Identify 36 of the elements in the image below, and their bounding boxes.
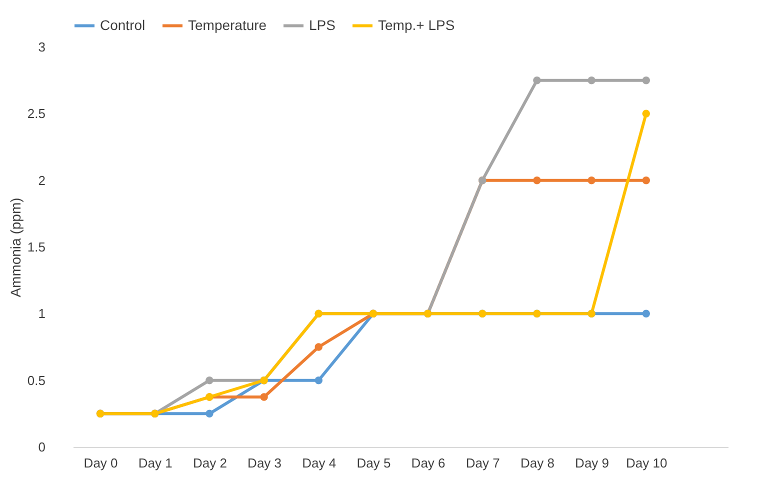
x-tick-label: Day 7 [466, 456, 500, 470]
x-tick-label: Day 3 [248, 456, 282, 470]
x-tick-label: Day 10 [626, 456, 668, 470]
x-tick-label: Day 4 [302, 456, 336, 470]
x-tick-label: Day 1 [138, 456, 172, 470]
legend-label: Control [100, 16, 146, 33]
point [533, 76, 541, 84]
legend-label: Temperature [188, 16, 267, 33]
legend-label: LPS [309, 16, 336, 33]
y-tick-label: 0.5 [27, 372, 46, 388]
point [533, 176, 541, 184]
point [588, 76, 596, 84]
x-tick-label: Day 6 [411, 456, 446, 470]
x-tick-label: Day 9 [575, 456, 610, 470]
point [314, 343, 322, 351]
y-tick-label: 0 [38, 440, 46, 454]
point [642, 310, 650, 318]
point [206, 410, 214, 418]
y-axis-title: Ammonia (ppm) [7, 198, 24, 298]
x-tick-label: Day 0 [84, 456, 118, 470]
x-tick-label: Day 8 [520, 456, 554, 470]
point [260, 393, 268, 401]
point [206, 376, 214, 384]
x-tick-label: Day 5 [356, 456, 391, 470]
y-tick-label: 3 [38, 40, 46, 54]
point [642, 110, 650, 118]
y-tick-label: 1.5 [27, 240, 46, 254]
y-tick-label: 1 [38, 306, 46, 322]
x-tick-label: Day 2 [192, 456, 227, 470]
legend-label: Temp.+ LPS [378, 16, 455, 33]
point [642, 76, 650, 84]
point [588, 176, 596, 184]
point [642, 176, 650, 184]
point [314, 376, 322, 384]
y-tick-label: 2.5 [27, 106, 46, 122]
y-tick-label: 2 [38, 172, 46, 188]
